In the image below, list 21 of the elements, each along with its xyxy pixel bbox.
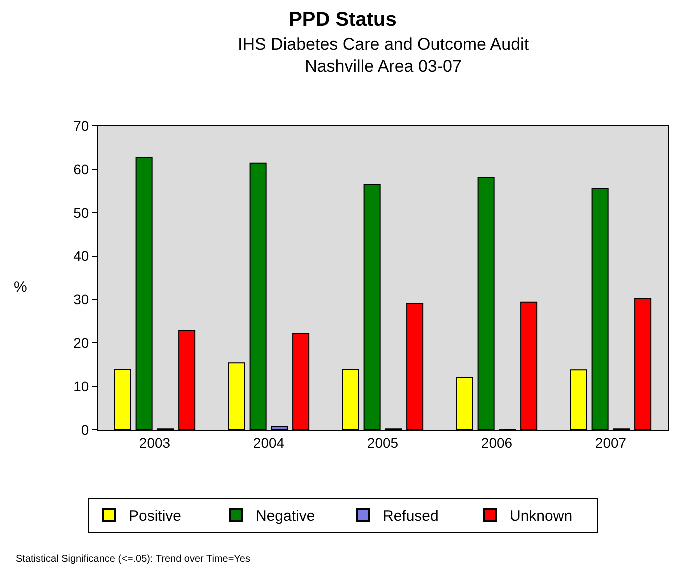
x-tick-label: 2004 — [253, 434, 285, 451]
chart-title: PPD Status — [289, 9, 397, 31]
x-tick-label: 2007 — [595, 434, 627, 451]
legend-label: Negative — [256, 508, 316, 526]
y-axis-title: % — [14, 279, 28, 296]
text: Statistical Significance (<=.05): Trend over Time=Yes — [16, 554, 250, 565]
legend-label: Positive — [129, 508, 182, 526]
y-tick-label: 0 — [81, 422, 90, 438]
y-tick-label: 50 — [74, 204, 90, 221]
y-tick-label: 40 — [74, 248, 90, 264]
y-tick-label: 30 — [74, 292, 90, 308]
legend-label: Unknown — [510, 508, 573, 526]
y-tick-label: 60 — [74, 161, 90, 178]
y-tick-label: 20 — [74, 335, 90, 352]
x-tick-label: 2006 — [481, 434, 513, 451]
y-tick-label: 70 — [74, 118, 90, 134]
x-tick-label: 2003 — [139, 434, 171, 451]
legend-label: Refused — [383, 508, 439, 526]
y-tick-label: 10 — [74, 378, 90, 394]
x-tick-label: 2005 — [367, 434, 399, 451]
chart-subtitle: IHS Diabetes Care and Outcome Audit Nashville Area 03-07 — [238, 35, 530, 76]
